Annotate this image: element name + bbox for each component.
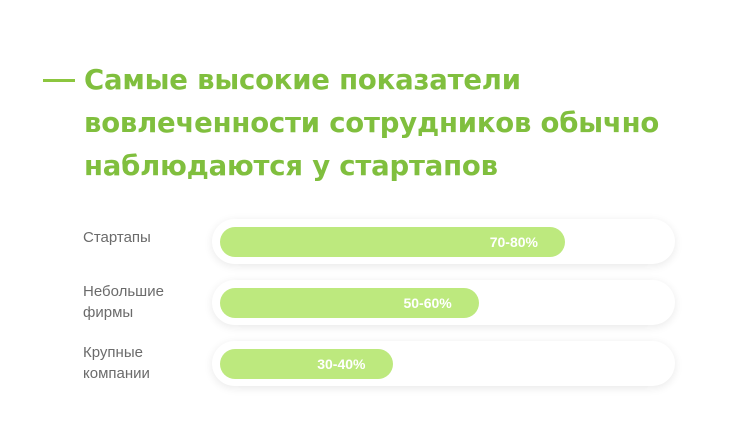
chart-title-line: вовлеченности сотрудников обычно <box>84 107 660 139</box>
bar <box>220 348 393 379</box>
category-label: Стартапы <box>83 229 151 246</box>
chart-title-line: наблюдаются у стартапов <box>84 150 498 182</box>
title-dash <box>43 79 75 82</box>
category-label: Крупные компании <box>83 344 150 382</box>
chart-title-line: Самые высокие показатели <box>84 64 521 96</box>
bar-value-label: 70-80% <box>489 233 538 250</box>
chart-title: Самые высокие показатели вовлеченности с… <box>84 59 704 188</box>
bar-value-label: 30-40% <box>317 355 366 372</box>
bar-value-label: 50-60% <box>403 294 452 311</box>
bar <box>220 287 479 318</box>
category-label: Небольшие фирмы <box>83 283 164 321</box>
bar <box>220 226 565 257</box>
